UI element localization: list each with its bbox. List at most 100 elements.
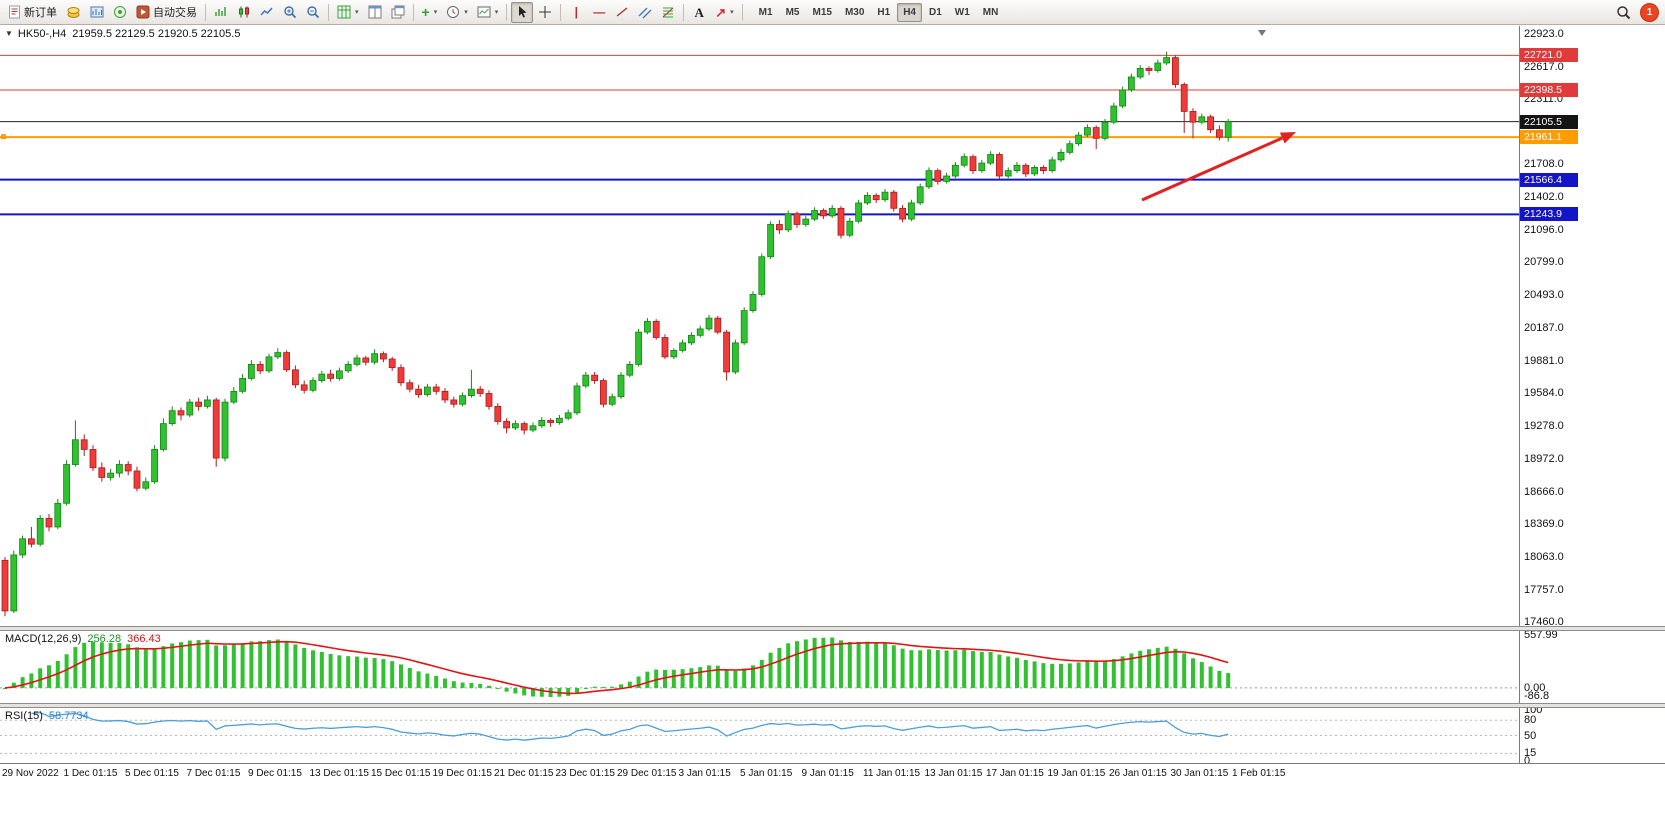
price-tick: 19584.0 xyxy=(1524,387,1564,400)
macd-pane[interactable]: MACD(12,26,9) 256.28 366.43 xyxy=(0,631,1519,703)
chevron-down-icon: ▾ xyxy=(464,9,468,16)
bar-chart-button[interactable] xyxy=(210,2,232,23)
chart-shift-marker[interactable] xyxy=(1258,30,1266,36)
market-watch-button[interactable] xyxy=(86,2,108,23)
macd-signal-value: 366.43 xyxy=(127,633,161,645)
timeframe-button-m5[interactable]: M5 xyxy=(785,6,800,18)
time-axis-label: 7 Dec 01:15 xyxy=(186,768,241,779)
time-axis-label: 17 Jan 01:15 xyxy=(986,768,1044,779)
channel-button[interactable] xyxy=(634,2,656,23)
horizontal-line-icon: — xyxy=(593,5,606,19)
cursor-button[interactable] xyxy=(511,1,534,23)
price-level-lines[interactable] xyxy=(0,54,1519,216)
text-button[interactable]: A xyxy=(688,2,710,23)
price-level-badge: 21243.9 xyxy=(1520,207,1578,222)
trend-arrow[interactable] xyxy=(1141,132,1296,202)
toolbar-separator xyxy=(205,3,206,21)
time-axis-label: 19 Dec 01:15 xyxy=(432,768,493,779)
timeframe-button-mn[interactable]: MN xyxy=(982,6,999,18)
zoom-out-button[interactable] xyxy=(302,2,324,23)
zoom-in-button[interactable] xyxy=(279,2,301,23)
timeframe-button-m15[interactable]: M15 xyxy=(812,6,832,18)
timeframe-button-m30[interactable]: M30 xyxy=(844,6,865,18)
cursor-icon xyxy=(519,6,527,18)
vertical-line-button[interactable]: | xyxy=(565,2,587,23)
timeframe-button-w1[interactable]: W1 xyxy=(954,6,970,18)
new-order-label: 新订单 xyxy=(24,7,57,19)
rsi-value: 58.7734 xyxy=(48,710,89,722)
indicators-button[interactable]: + ▾ xyxy=(418,2,442,23)
auto-trading-icon xyxy=(136,5,150,19)
vertical-line-icon: | xyxy=(574,5,578,19)
candlestick-chart[interactable] xyxy=(0,26,1519,626)
macd-tick-bottom: -86.8 xyxy=(1524,690,1550,702)
time-axis-label: 13 Dec 01:15 xyxy=(309,768,370,779)
collapse-icon[interactable]: ▼ xyxy=(5,29,13,38)
candlestick-chart-button[interactable] xyxy=(233,2,255,23)
chevron-down-icon: ▾ xyxy=(730,9,734,16)
alerts-button[interactable] xyxy=(109,2,131,23)
templates-button[interactable]: ▾ xyxy=(473,2,503,23)
price-axis[interactable]: 557.99 0.00 -86.8 100 80 50 15 0 22923.0… xyxy=(1519,26,1665,783)
notification-badge[interactable]: 1 xyxy=(1640,2,1659,22)
zoom-in-icon xyxy=(284,6,297,19)
new-chart-button[interactable]: ▾ xyxy=(333,2,363,23)
timeframe-button-h4[interactable]: H4 xyxy=(897,2,922,22)
horizontal-line-button[interactable]: — xyxy=(588,2,610,23)
fibonacci-icon xyxy=(662,7,674,18)
timeframe-button-m1[interactable]: M1 xyxy=(758,6,773,18)
new-order-button[interactable]: 新订单 xyxy=(4,2,61,23)
time-axis-label: 29 Nov 2022 xyxy=(2,768,59,779)
arrows-button[interactable]: ↗ ▾ xyxy=(711,2,737,23)
price-tick: 17460.0 xyxy=(1524,615,1564,628)
channel-icon xyxy=(638,7,652,19)
toolbar-separator xyxy=(741,3,743,21)
macd-indicator xyxy=(0,637,1519,697)
time-axis-label: 11 Jan 01:15 xyxy=(863,768,921,779)
time-axis-label: 26 Jan 01:15 xyxy=(1109,768,1167,779)
time-axis[interactable]: 29 Nov 2022 1 Dec 01:15 5 Dec 01:15 7 Dec 0… xyxy=(0,763,1665,783)
line-chart-button[interactable] xyxy=(256,2,278,23)
price-tick: 22923.0 xyxy=(1524,27,1564,40)
rsi-pane[interactable]: RSI(15) 58.7734 xyxy=(0,708,1519,763)
chart-window: ▼ HK50-,H4 21959.5 22129.5 21920.5 22105.5… xyxy=(0,26,1665,834)
timeframe-button-h1[interactable]: H1 xyxy=(877,6,891,18)
accounts-button[interactable] xyxy=(62,2,85,23)
tile-windows-icon xyxy=(368,5,382,19)
rsi-title: RSI(15) 58.7734 xyxy=(5,710,89,722)
main-chart-pane[interactable]: ▼ HK50-,H4 21959.5 22129.5 21920.5 22105.5 xyxy=(0,26,1519,626)
auto-trading-button[interactable]: 自动交易 xyxy=(132,2,201,23)
time-axis-label: 19 Jan 01:15 xyxy=(1047,768,1106,779)
tile-windows-button[interactable] xyxy=(364,2,386,23)
bottom-empty-area xyxy=(0,783,1665,834)
periods-button[interactable]: ▾ xyxy=(442,2,472,23)
chart-title: ▼ HK50-,H4 21959.5 22129.5 21920.5 22105.5 xyxy=(5,28,240,40)
pane-separator[interactable] xyxy=(0,703,1665,708)
price-tick: 19881.0 xyxy=(1524,355,1564,368)
timeframe-button-d1[interactable]: D1 xyxy=(928,6,942,18)
price-tick: 18666.0 xyxy=(1524,485,1564,498)
price-level-badge: 22721.0 xyxy=(1520,48,1578,63)
search-button[interactable] xyxy=(1612,2,1635,23)
trendline-button[interactable] xyxy=(611,2,633,23)
macd-main-value: 256.28 xyxy=(87,633,122,645)
new-chart-icon xyxy=(337,5,351,19)
macd-label: MACD(12,26,9) xyxy=(5,633,82,645)
fibonacci-button[interactable] xyxy=(657,2,679,23)
rsi-tick: 50 xyxy=(1524,730,1537,742)
pane-separator[interactable] xyxy=(0,626,1665,631)
rsi-tick: 80 xyxy=(1524,714,1537,726)
candlestick-icon xyxy=(239,6,249,18)
rsi-tick: 15 xyxy=(1524,747,1537,759)
auto-trading-label: 自动交易 xyxy=(153,7,197,19)
price-tick: 18972.0 xyxy=(1524,452,1564,465)
price-tick: 17757.0 xyxy=(1524,583,1564,596)
price-tick: 20493.0 xyxy=(1524,289,1564,302)
rsi-indicator xyxy=(0,711,1519,754)
time-axis-label: 9 Dec 01:15 xyxy=(248,768,302,779)
chart-ohlc-values: 21959.5 22129.5 21920.5 22105.5 xyxy=(72,28,241,40)
chevron-down-icon: ▾ xyxy=(494,9,499,16)
cascade-windows-button[interactable] xyxy=(387,2,409,23)
crosshair-button[interactable] xyxy=(534,2,556,23)
macd-title: MACD(12,26,9) 256.28 366.43 xyxy=(5,633,161,645)
